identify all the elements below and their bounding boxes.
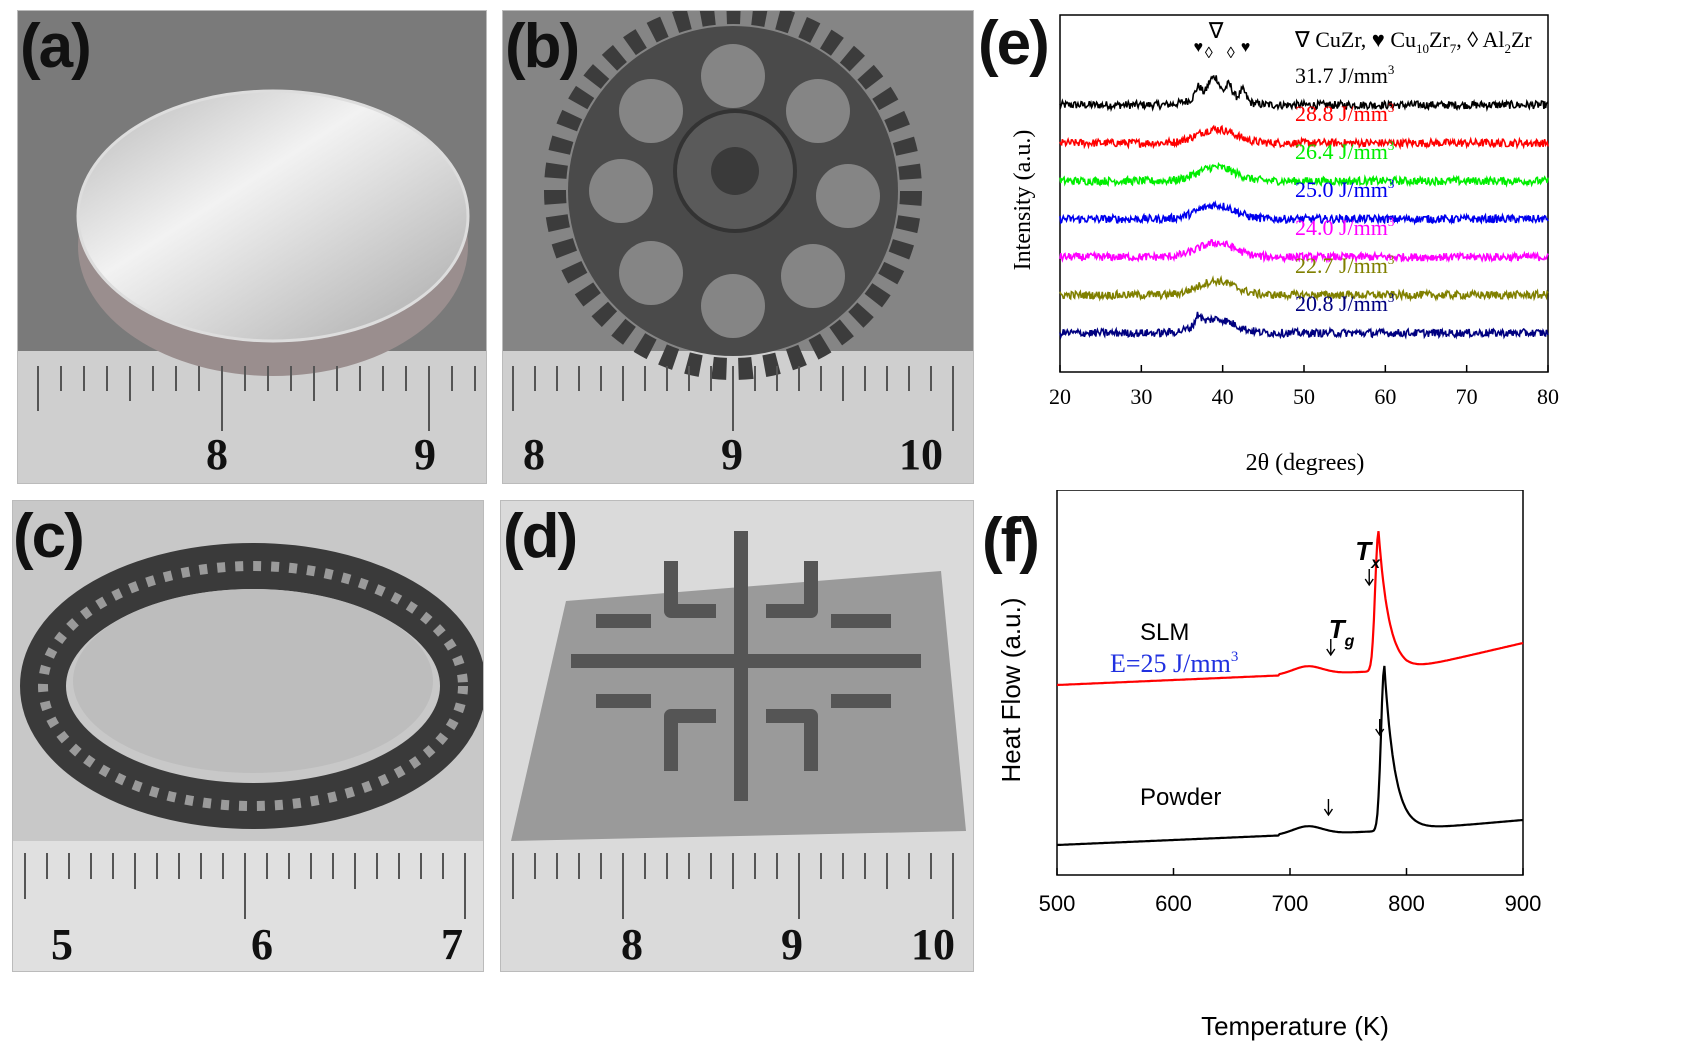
xrd-x-tick-label: 50	[1293, 384, 1315, 409]
photo-c-ring: (c) 5 6 7	[12, 500, 484, 972]
dsc-arrow-head	[1375, 728, 1385, 737]
photo-a-disc: (a) 8 9	[17, 10, 487, 484]
legend-subscript: 2	[1504, 41, 1511, 56]
xrd-series-line	[1059, 161, 1549, 188]
xrd-series-label: 31.7 J/mm3	[1295, 62, 1394, 88]
ruler-number: 7	[441, 920, 463, 969]
legend-al2zr: , ◊ Al	[1456, 27, 1504, 52]
dsc-label-energy: E=25 J/mm3	[1110, 649, 1238, 678]
xrd-series-label: 25.0 J/mm3	[1295, 176, 1394, 202]
xrd-phase-marker: ∇	[1208, 18, 1224, 43]
legend-cu10zr7: ♥ Cu	[1372, 27, 1416, 52]
xrd-x-tick-label: 20	[1049, 384, 1071, 409]
legend-zr: Zr	[1511, 27, 1532, 52]
xrd-x-tick-label: 40	[1212, 384, 1234, 409]
xrd-axes: 20 30 40 50 60 70 80	[1049, 14, 1559, 409]
xrd-series-label: 20.8 J/mm3	[1295, 290, 1394, 316]
dsc-arrow-head	[1323, 808, 1334, 817]
photo-d-channel: (d) 8 9 10	[500, 500, 974, 972]
xrd-series-label: 22.7 J/mm3	[1295, 252, 1394, 278]
xrd-series-label: 24.0 J/mm3	[1295, 214, 1394, 240]
dsc-series-line	[1056, 531, 1524, 687]
ruler-number: 9	[414, 430, 436, 479]
dsc-series-line	[1056, 665, 1524, 847]
xrd-y-axis-label: Intensity (a.u.)	[1010, 130, 1036, 271]
legend-cuzr: ∇ CuZr,	[1294, 27, 1372, 52]
ruler-number: 6	[251, 920, 273, 969]
xrd-series-line	[1059, 200, 1549, 226]
xrd-phase-marker: ◊	[1205, 45, 1213, 62]
xrd-phase-marker: ◊	[1227, 45, 1235, 62]
xrd-phase-marker: ♥	[1194, 39, 1204, 56]
dsc-x-tick-label: 700	[1272, 891, 1309, 916]
xrd-x-tick-label: 70	[1456, 384, 1478, 409]
xrd-series-group: 31.7 J/mm3 28.8 J/mm3 26.4 J/mm3 25.0 J/mm3…	[1059, 18, 1549, 340]
xrd-x-tick-label: 80	[1537, 384, 1559, 409]
xrd-series-line	[1059, 275, 1549, 303]
dsc-label-powder: Powder	[1140, 784, 1221, 811]
ruler-number: 8	[206, 430, 228, 479]
ruler-number: 9	[781, 920, 803, 969]
disc-sample-image	[18, 11, 486, 483]
xrd-legend: ∇ CuZr, ♥ Cu10Zr7, ◊ Al2Zr	[1294, 27, 1532, 56]
xrd-chart: 20 30 40 50 60 70 80 31.7 J/mm3 28.8 J/mm3 26.4 …	[1010, 14, 1559, 476]
dsc-x-tick-label: 500	[1039, 891, 1076, 916]
dsc-series-group: SLM E=25 J/mm3 Powder Tg Tx	[1056, 531, 1524, 847]
dsc-axes: 500 600 700 800 900	[1039, 490, 1542, 916]
ruler-number: 10	[911, 920, 955, 969]
dsc-arrow-head	[1364, 578, 1374, 587]
dsc-y-axis-label: Heat Flow (a.u.)	[996, 598, 1026, 783]
xrd-x-tick-label: 60	[1374, 384, 1396, 409]
dsc-x-axis-label: Temperature (K)	[1201, 1011, 1389, 1041]
xrd-series-label: 28.8 J/mm3	[1295, 100, 1394, 126]
xrd-phase-marker: ♥	[1241, 39, 1251, 56]
xrd-x-tick-label: 30	[1130, 384, 1152, 409]
xrd-series-label: 26.4 J/mm3	[1295, 138, 1394, 164]
panel-label-c: (c)	[13, 502, 85, 571]
xrd-series-line	[1059, 311, 1549, 340]
xrd-series-line	[1059, 124, 1549, 151]
dsc-arrow-head	[1326, 648, 1336, 657]
panel-label-e: (e)	[978, 9, 1050, 78]
ruler-number: 10	[899, 430, 943, 479]
panel-label-b: (b)	[505, 12, 580, 81]
dsc-x-tick-label: 600	[1155, 891, 1192, 916]
xrd-series-line	[1059, 238, 1549, 265]
ruler-number: 8	[523, 430, 545, 479]
legend-subscript: 10	[1416, 41, 1429, 56]
xrd-series-line	[1059, 74, 1549, 113]
gear-sample-image	[503, 11, 973, 483]
ruler-number: 5	[51, 920, 73, 969]
dsc-label-slm: SLM	[1140, 619, 1189, 646]
ring-sample-image	[13, 501, 483, 971]
ruler-number: 9	[721, 430, 743, 479]
panel-label-f: (f)	[982, 506, 1040, 575]
panel-label-d: (d)	[503, 502, 578, 571]
dsc-tg-label: Tg	[1329, 614, 1355, 650]
legend-zr: Zr	[1429, 27, 1450, 52]
photo-b-gear: (b) 8 9 10	[502, 10, 974, 484]
legend-subscript: 7	[1450, 41, 1457, 56]
dsc-x-tick-label: 800	[1388, 891, 1425, 916]
dsc-tx-label: Tx	[1355, 536, 1381, 572]
panel-label-a: (a)	[20, 12, 92, 81]
channel-sample-image	[501, 501, 973, 971]
dsc-x-tick-label: 900	[1505, 891, 1542, 916]
ruler-number: 8	[621, 920, 643, 969]
xrd-x-axis-label: 2θ (degrees)	[1246, 450, 1365, 476]
